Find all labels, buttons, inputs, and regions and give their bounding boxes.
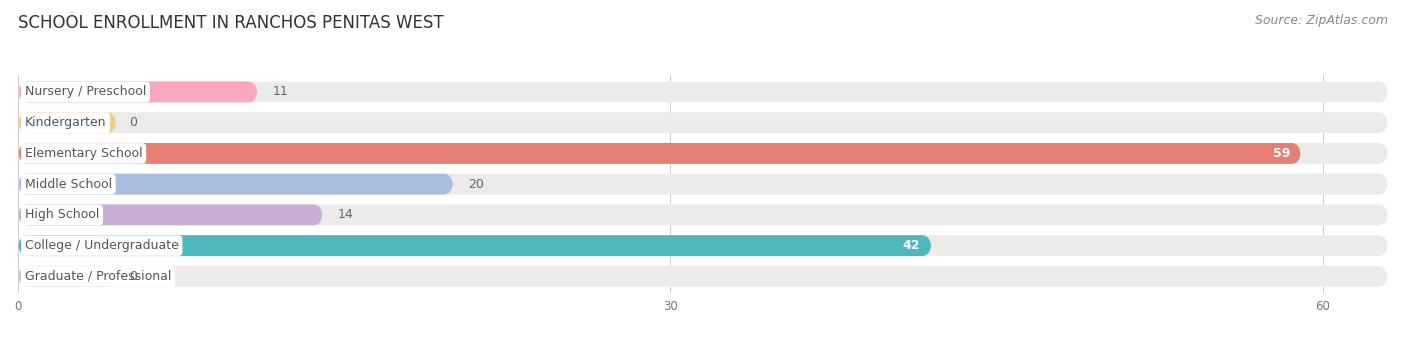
Text: Kindergarten: Kindergarten [25,116,107,129]
FancyBboxPatch shape [18,143,1388,164]
Text: 0: 0 [129,116,138,129]
Text: College / Undergraduate: College / Undergraduate [25,239,179,252]
Text: 11: 11 [273,86,288,99]
Text: 42: 42 [903,239,921,252]
FancyBboxPatch shape [18,112,117,133]
FancyBboxPatch shape [18,235,931,256]
Text: 20: 20 [468,178,484,191]
Text: Source: ZipAtlas.com: Source: ZipAtlas.com [1254,14,1388,27]
FancyBboxPatch shape [18,204,1388,225]
FancyBboxPatch shape [18,266,117,287]
Text: 0: 0 [129,270,138,283]
Text: Elementary School: Elementary School [25,147,142,160]
FancyBboxPatch shape [18,81,257,102]
Text: Middle School: Middle School [25,178,112,191]
FancyBboxPatch shape [18,81,1388,102]
FancyBboxPatch shape [18,204,322,225]
FancyBboxPatch shape [18,235,1388,256]
Text: 59: 59 [1272,147,1289,160]
Text: 14: 14 [337,208,353,221]
Text: SCHOOL ENROLLMENT IN RANCHOS PENITAS WEST: SCHOOL ENROLLMENT IN RANCHOS PENITAS WES… [18,14,444,32]
FancyBboxPatch shape [18,112,1388,133]
Text: High School: High School [25,208,100,221]
FancyBboxPatch shape [18,174,453,195]
FancyBboxPatch shape [18,266,1388,287]
FancyBboxPatch shape [18,174,1388,195]
Text: Graduate / Professional: Graduate / Professional [25,270,172,283]
Text: Nursery / Preschool: Nursery / Preschool [25,86,146,99]
FancyBboxPatch shape [18,143,1301,164]
